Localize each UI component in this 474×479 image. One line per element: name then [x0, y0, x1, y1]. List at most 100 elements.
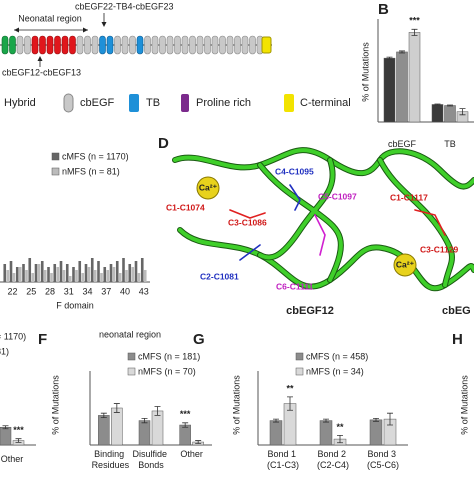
bar [47, 267, 50, 282]
bar [109, 264, 113, 282]
domain [151, 35, 159, 55]
error-bar [373, 417, 379, 422]
significance: *** [409, 16, 420, 26]
domain [1, 35, 9, 55]
bar [78, 261, 82, 282]
backbone-outline [257, 157, 455, 288]
legend-text: cMFS (n = 458) [306, 351, 368, 361]
bar [68, 276, 72, 282]
bar [40, 261, 44, 282]
error-bar [387, 412, 393, 426]
domain [54, 35, 61, 55]
bar [9, 261, 13, 282]
domain [204, 35, 211, 55]
domain [166, 35, 174, 55]
bond-label: C4-C1095 [275, 166, 314, 176]
bar [97, 261, 100, 282]
backbone [258, 158, 454, 287]
domain [91, 35, 99, 55]
domain [106, 35, 114, 55]
legend-text: nMFS (n = 81) [62, 166, 120, 176]
domain [211, 35, 219, 55]
bond-label: C1-C1074 [166, 202, 205, 212]
domain [31, 35, 39, 55]
legend-text: = 1170) [0, 331, 26, 341]
x-tick-label: Binding Residues [92, 449, 130, 470]
arrow-head [37, 56, 43, 61]
error-bar [459, 108, 466, 116]
significance: ** [286, 383, 294, 393]
error-bar [141, 417, 148, 424]
error-bar [100, 412, 107, 419]
legend-icon [284, 94, 294, 112]
bar [59, 261, 63, 282]
domain [39, 35, 46, 55]
bar [151, 410, 164, 446]
error-bar [113, 403, 120, 413]
legend-text: nMFS (n = 34) [306, 366, 364, 376]
error-bar [195, 440, 202, 444]
legend-text: cMFS (n = 1170) [62, 151, 129, 161]
bar [22, 264, 25, 282]
domain [226, 35, 234, 55]
significance: ** [336, 422, 344, 432]
bar [143, 270, 147, 282]
bar [84, 264, 88, 282]
bar [56, 267, 60, 282]
bar [87, 267, 91, 282]
bar [431, 104, 444, 123]
bar [140, 258, 144, 282]
legend-icon [129, 94, 139, 112]
domain-label: cbEGF22-TB4-cbEGF23 [75, 1, 174, 11]
error-bar [287, 396, 293, 411]
legend-text: 81) [0, 346, 9, 356]
significance: *** [180, 409, 191, 419]
calcium [196, 176, 220, 200]
y-axis-label: % of Mutations [360, 42, 370, 102]
chart-title: neonatal region [99, 329, 161, 339]
y-axis-label: % of Mutations [50, 375, 60, 435]
panel-letter: H [452, 331, 463, 348]
bar [103, 267, 107, 282]
bar [122, 258, 125, 282]
domain [9, 35, 16, 55]
legend-icon [181, 94, 189, 112]
x-tick-label: 40 [120, 286, 130, 296]
x-tick-label: cbEGF [388, 139, 417, 149]
domain [196, 35, 204, 55]
bar [111, 407, 123, 446]
bar [369, 419, 383, 446]
bar [34, 264, 38, 282]
error-bar [15, 438, 22, 443]
bar [134, 261, 138, 282]
bar [125, 270, 128, 282]
domain [261, 36, 272, 54]
x-tick-label: 43 [139, 286, 149, 296]
legend-swatch [51, 152, 60, 161]
bar [75, 270, 78, 282]
bar [90, 258, 94, 282]
domain [136, 35, 144, 55]
structure-caption: cbEG [442, 305, 471, 317]
domain [219, 35, 226, 55]
panel-letter: B [378, 1, 389, 18]
domain [241, 35, 249, 55]
domain [46, 35, 54, 55]
bar [93, 270, 97, 282]
domain [189, 35, 196, 55]
bar [50, 273, 53, 282]
bar [6, 270, 10, 282]
disulfide [239, 184, 301, 261]
legend-icon [63, 93, 74, 113]
bar [131, 267, 135, 282]
error-bar [447, 104, 453, 107]
bar [18, 267, 22, 282]
panel-letter: G [193, 331, 205, 348]
bar [444, 105, 456, 123]
domain [159, 35, 166, 55]
x-tick-label: 37 [101, 286, 111, 296]
panel-letter: F [38, 331, 47, 348]
legend-text: nMFS (n = 70) [138, 366, 196, 376]
x-tick-label: 22 [7, 286, 17, 296]
